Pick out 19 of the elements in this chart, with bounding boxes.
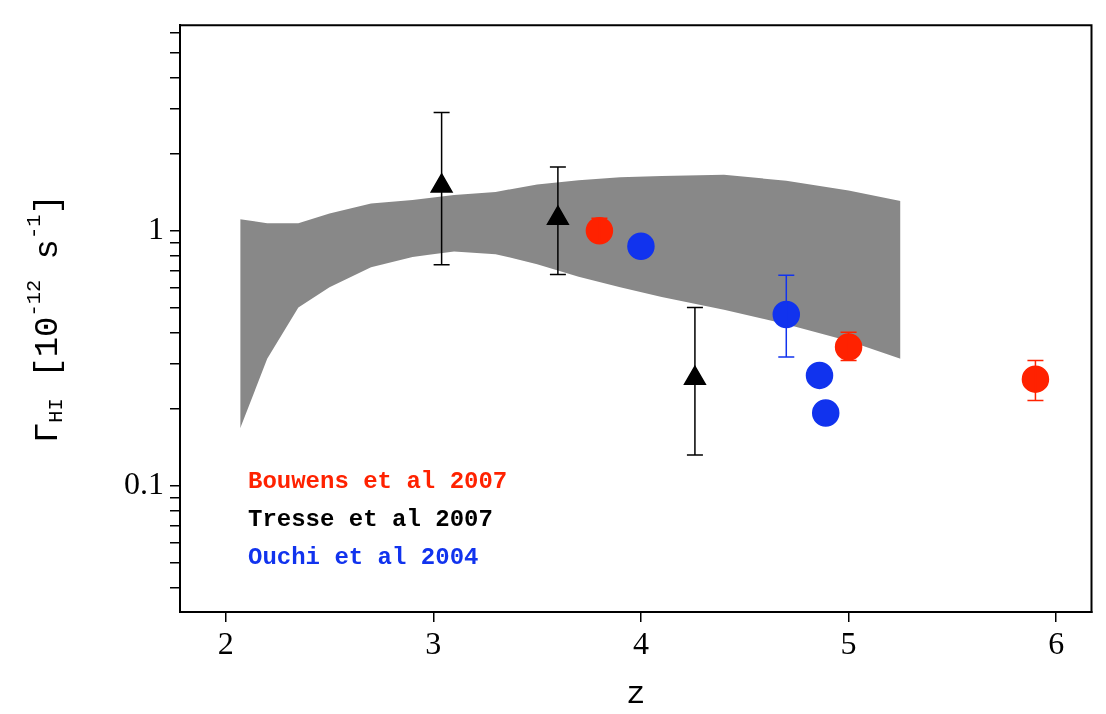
- x-tick-label: 3: [425, 624, 442, 661]
- point: [772, 300, 801, 329]
- point: [811, 399, 840, 427]
- point: [1021, 365, 1050, 393]
- x-tick-label: 4: [632, 624, 649, 661]
- y-tick-label: 0.1: [124, 465, 164, 502]
- point: [805, 361, 834, 390]
- point: [585, 217, 614, 245]
- x-tick-label: 6: [1048, 624, 1065, 661]
- point: [627, 232, 655, 260]
- text: Tresse et al 2007: [248, 506, 493, 534]
- y-axis-title: ΓHI [10-12 s-1]: [22, 194, 68, 444]
- text: Bouwens et al 2007: [248, 468, 508, 496]
- point: [834, 333, 863, 361]
- x-tick-label: 2: [217, 624, 234, 661]
- x-axis-title: z: [626, 676, 646, 714]
- x-tick-label: 5: [840, 624, 857, 661]
- y-tick-label: 1: [148, 210, 164, 247]
- text: Ouchi et al 2004: [248, 544, 479, 572]
